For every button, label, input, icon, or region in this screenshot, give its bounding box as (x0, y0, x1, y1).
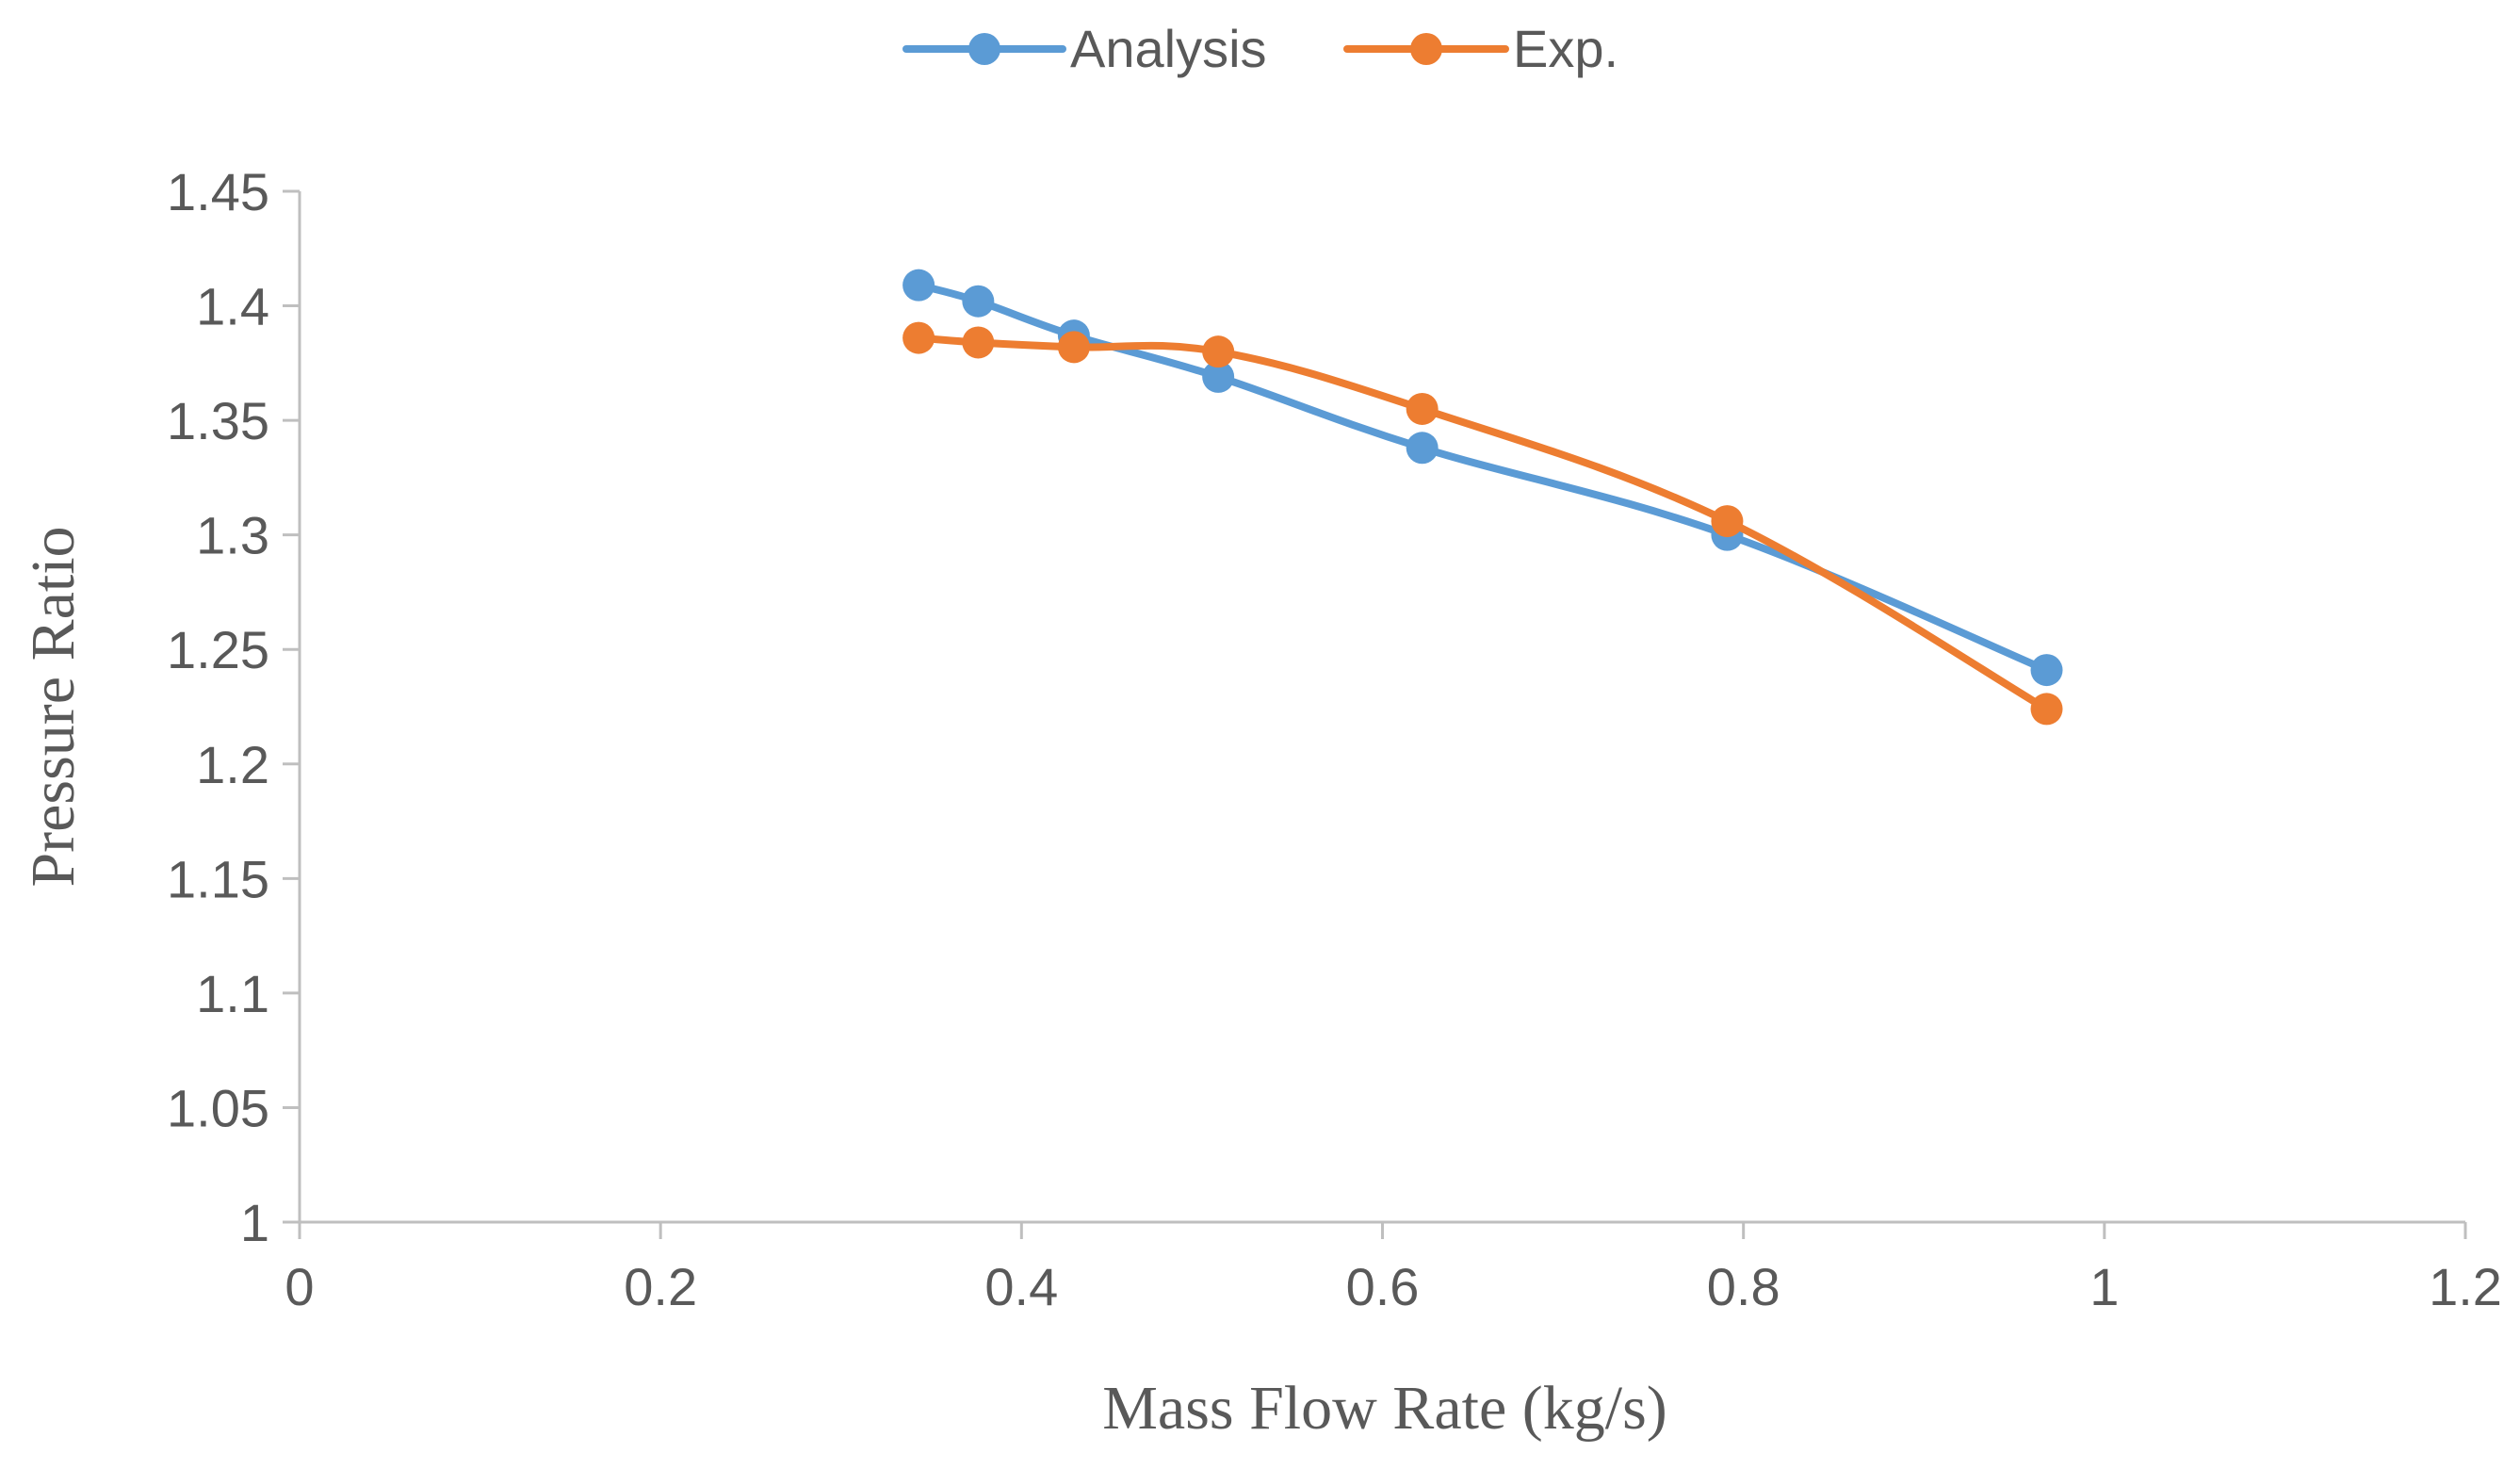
data-point (1057, 331, 1090, 364)
x-tick-label: 0.6 (1346, 1257, 1420, 1316)
y-tick-label: 1.25 (167, 620, 269, 679)
data-point (1711, 505, 1744, 538)
data-point (1406, 432, 1439, 465)
data-point (1406, 392, 1439, 425)
data-point (2030, 654, 2063, 687)
data-point (902, 321, 935, 354)
data-point (1202, 360, 1235, 393)
axes: 1 1.05 1.1 1.15 1.2 1.25 1.3 1.35 1.4 1.45 0 0.2 0.4… (167, 162, 2502, 1316)
legend-label: Analysis (1070, 19, 1267, 78)
legend-label: Exp. (1513, 19, 1618, 78)
x-tick-label: 0.4 (984, 1257, 1058, 1316)
data-point (1202, 335, 1235, 368)
series-line (915, 334, 2051, 713)
series-exp (902, 321, 2063, 726)
y-tick-label: 1.3 (196, 506, 269, 565)
data-point (2030, 693, 2063, 726)
legend-item-exp: Exp. (1343, 19, 1618, 78)
data-point (962, 326, 995, 359)
y-tick-label: 1.15 (167, 849, 269, 908)
legend-item-analysis: Analysis (902, 19, 1267, 78)
y-tick-label: 1.2 (196, 735, 269, 794)
legend: Analysis Exp. (902, 19, 1618, 78)
series-layer (902, 269, 2063, 726)
y-tick-label: 1.45 (167, 162, 269, 221)
data-point (962, 285, 995, 318)
y-axis-title: Pressure Ratio (19, 526, 88, 887)
legend-swatch-marker (968, 33, 1000, 65)
y-tick-label: 1.35 (167, 391, 269, 450)
x-axis-title: Mass Flow Rate (kg/s) (1102, 1374, 1666, 1443)
x-tick-label: 0.8 (1707, 1257, 1780, 1316)
y-tick-label: 1.05 (167, 1078, 269, 1137)
x-tick-label: 0 (285, 1257, 314, 1316)
legend-swatch-marker (1410, 33, 1442, 65)
y-tick-label: 1 (240, 1193, 269, 1252)
y-tick-label: 1.4 (196, 277, 269, 336)
x-tick-label: 1.2 (2429, 1257, 2502, 1316)
x-tick-label: 0.2 (624, 1257, 697, 1316)
data-point (902, 269, 935, 302)
y-tick-label: 1.1 (196, 964, 269, 1023)
x-tick-label: 1 (2089, 1257, 2119, 1316)
